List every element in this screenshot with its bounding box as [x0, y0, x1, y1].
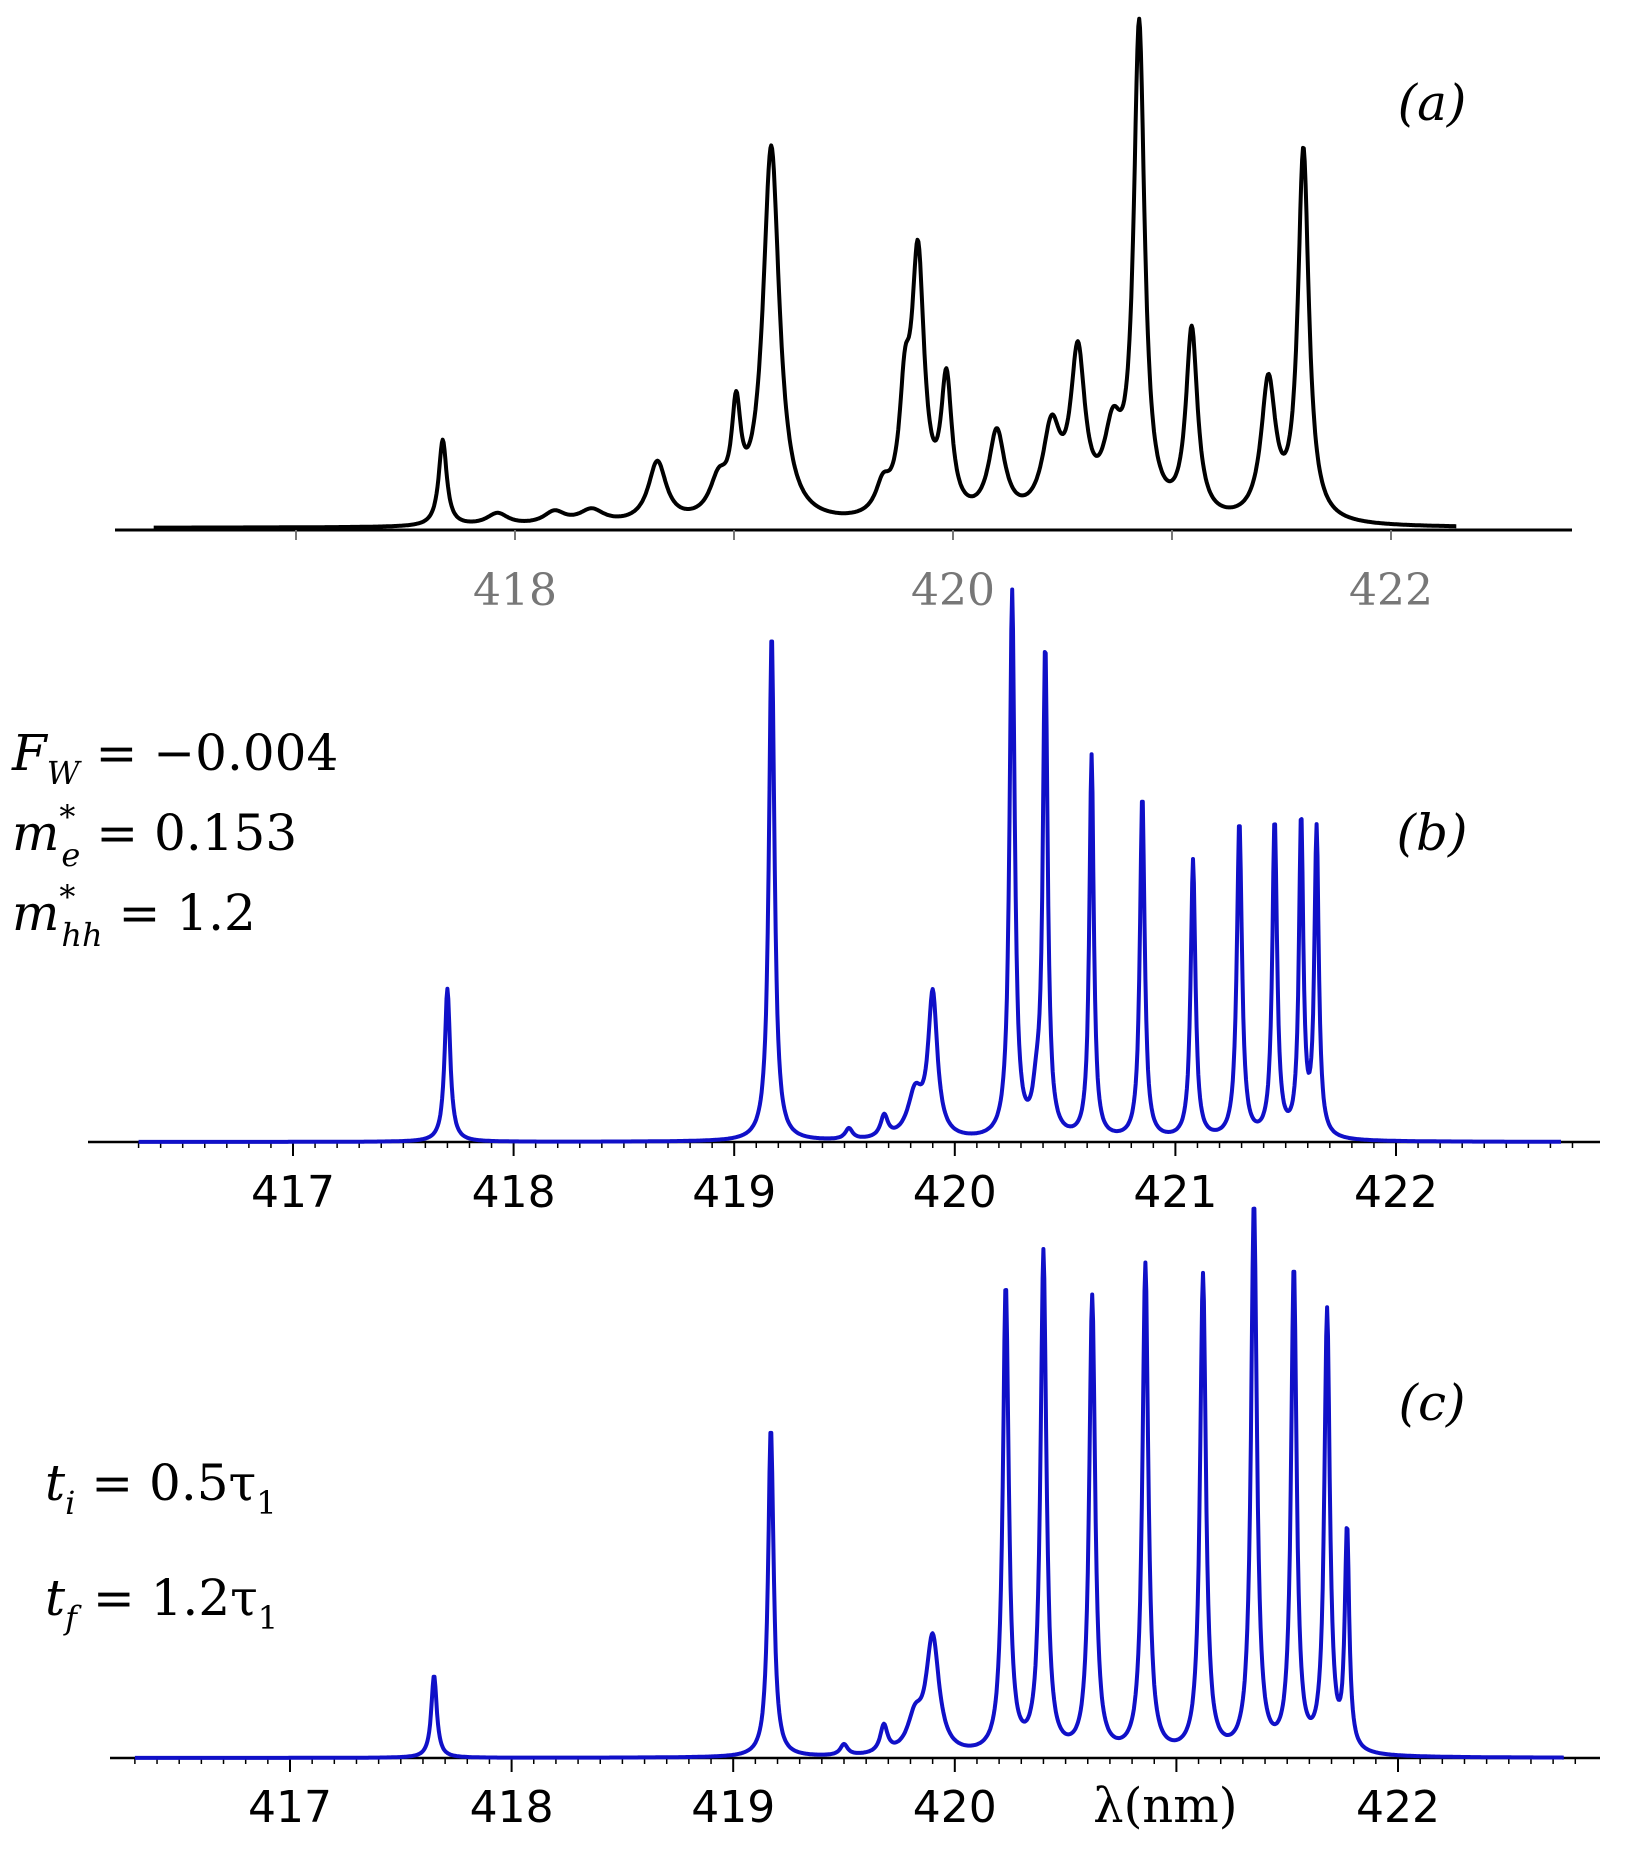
- spectrum-line-b: [137, 587, 1563, 1144]
- parameter-annotation: tf = 1.2τ1: [45, 1569, 278, 1637]
- spectrum-line-a: [152, 16, 1458, 530]
- parameter-annotation: m* hh = 1.2: [12, 878, 256, 954]
- panel-c: 417 418 419 420 422 (c) ti = 0.5τ1 tf = 1.2τ1 λ(…: [45, 1206, 1600, 1834]
- parameter-annotation: m* e = 0.153: [12, 798, 297, 874]
- x-tick-label: 421: [1133, 1167, 1217, 1218]
- x-tick-label: 422: [1356, 1782, 1440, 1833]
- x-tick-label: 419: [692, 1167, 776, 1218]
- x-tick-label: 418: [470, 1782, 554, 1833]
- parameter-annotation: FW = −0.004: [11, 724, 338, 792]
- x-tick-label: 418: [473, 565, 557, 616]
- panel-label-a: (a): [1398, 74, 1467, 132]
- x-axis-label: λ(nm): [1093, 1778, 1237, 1834]
- x-tick-label: 420: [913, 1167, 997, 1218]
- x-tick-label: 420: [913, 1782, 997, 1833]
- x-tick-label: 418: [472, 1167, 556, 1218]
- x-tick-label: 422: [1354, 1167, 1438, 1218]
- x-tick-label: 417: [251, 1167, 335, 1218]
- x-tick-label: 419: [691, 1782, 775, 1833]
- x-tick-label: 422: [1349, 565, 1433, 616]
- x-tick-label: 420: [911, 565, 995, 616]
- panel-label-c: (c): [1398, 1374, 1465, 1432]
- x-tick-label: 417: [248, 1782, 332, 1833]
- panel-a: 418 420 422 (a): [115, 16, 1572, 616]
- parameter-annotation: ti = 0.5τ1: [45, 1454, 277, 1522]
- panel-label-b: (b): [1396, 804, 1467, 862]
- spectrum-line-c: [133, 1206, 1565, 1760]
